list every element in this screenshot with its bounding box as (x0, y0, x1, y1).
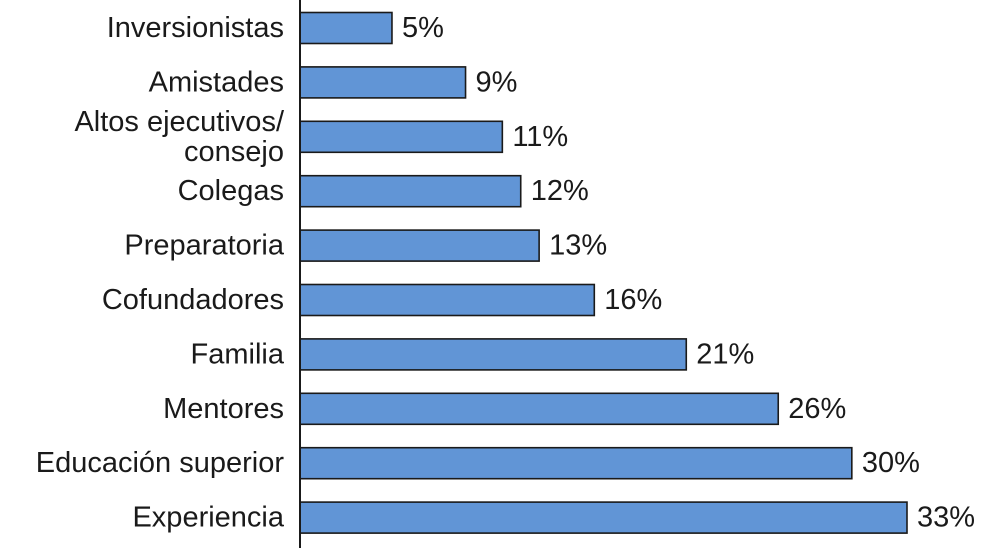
category-label-line: Cofundadores (102, 284, 284, 316)
value-label-1: 9% (476, 66, 518, 98)
bars-layer (299, 11, 908, 534)
value-label-0: 5% (402, 12, 444, 44)
category-label-line: Colegas (178, 175, 284, 207)
value-label-3: 12% (531, 175, 589, 207)
value-label-9: 33% (917, 502, 975, 534)
category-label-9: Experiencia (132, 502, 284, 534)
bar-6 (299, 338, 688, 371)
category-label-6: Familia (191, 338, 285, 370)
bar-0 (299, 11, 393, 45)
category-label-line: Mentores (163, 393, 284, 425)
category-label-1: Amistades (149, 66, 284, 98)
bar-9 (299, 501, 908, 534)
category-label-line: Preparatoria (124, 230, 284, 262)
category-label-0: Inversionistas (107, 12, 284, 44)
category-label-line: Amistades (149, 66, 284, 98)
category-label-line: consejo (184, 136, 284, 168)
value-label-2: 11% (512, 121, 568, 153)
category-label-8: Educación superior (36, 447, 285, 479)
labels-layer: 5% Inversionistas 9% Amistades 11% Altos ejec… (36, 12, 975, 534)
category-label-7: Mentores (163, 393, 284, 425)
bar-5 (299, 283, 596, 317)
bar-2 (299, 120, 504, 154)
category-label-4: Preparatoria (124, 230, 284, 262)
bar-8 (299, 446, 853, 480)
bar-7 (299, 392, 780, 426)
bar-4 (299, 229, 540, 262)
value-label-4: 13% (549, 230, 607, 262)
value-label-8: 30% (862, 447, 920, 479)
value-label-7: 26% (788, 393, 846, 425)
category-label-5: Cofundadores (102, 284, 284, 316)
category-label-2: Altos ejecutivos/consejo (74, 106, 284, 168)
bar-1 (299, 66, 467, 99)
bar-3 (299, 174, 522, 208)
category-label-line: Altos ejecutivos/ (74, 106, 284, 138)
category-label-line: Educación superior (36, 447, 285, 479)
category-label-line: Experiencia (132, 502, 284, 534)
category-label-3: Colegas (178, 175, 284, 207)
value-label-5: 16% (604, 284, 662, 316)
category-label-line: Inversionistas (107, 12, 284, 44)
category-label-line: Familia (191, 338, 285, 370)
value-label-6: 21% (696, 338, 754, 370)
